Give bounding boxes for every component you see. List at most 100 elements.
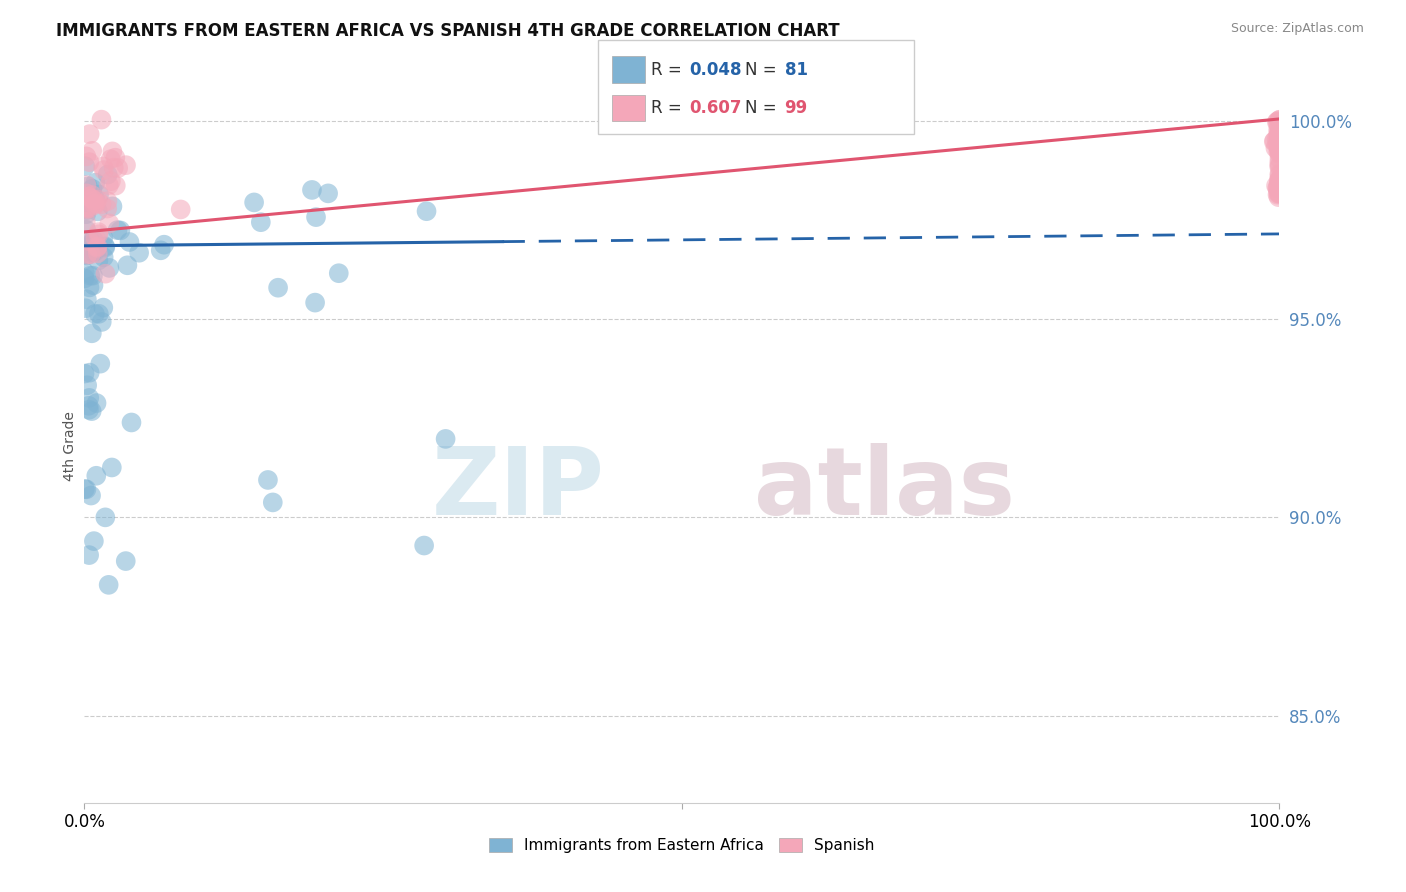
Point [87,227,110,242]
Text: N =: N = [745,99,782,117]
Point [94,239,117,253]
Point [87,204,110,219]
Point [1268,128,1291,143]
Point [75,149,97,163]
Point [1267,118,1289,132]
Point [84,307,107,321]
Text: 0.607: 0.607 [689,99,741,117]
Point [77,189,100,203]
Point [73,367,96,381]
Point [75,483,97,497]
Point [101,145,124,159]
Point [87,225,110,239]
Point [1268,136,1291,150]
Point [1267,181,1289,195]
Point [86,241,108,255]
Point [97,578,120,592]
Point [100,174,122,188]
Point [1268,169,1291,183]
Point [84,176,107,190]
Point [94,240,117,254]
Point [75,186,97,201]
Point [94,267,117,281]
Point [93,163,115,178]
Point [75,178,97,193]
Point [1268,186,1291,201]
Point [1267,129,1289,144]
Point [1268,178,1291,192]
Point [250,215,273,229]
Point [1265,132,1288,146]
Point [77,391,100,405]
Text: Source: ZipAtlas.com: Source: ZipAtlas.com [1230,22,1364,36]
Point [1268,172,1291,186]
Point [415,204,437,219]
Point [75,247,97,261]
Text: N =: N = [745,61,782,78]
Point [79,366,101,380]
Point [82,188,104,202]
Point [82,245,104,260]
Point [1268,180,1291,194]
Point [80,326,103,341]
Point [82,268,104,283]
Point [91,301,114,315]
Point [1268,138,1291,153]
Point [73,266,96,280]
Point [87,253,110,268]
Point [1267,190,1289,204]
Point [1268,156,1291,170]
Point [84,231,107,245]
Point [257,473,280,487]
Point [153,237,176,252]
Point [267,281,290,295]
Point [1265,137,1288,152]
Text: 81: 81 [785,61,807,78]
Point [243,195,266,210]
Point [100,152,122,166]
Point [304,295,326,310]
Point [1268,135,1291,149]
Point [1268,112,1291,127]
Point [76,248,98,262]
Point [90,197,112,211]
Point [73,482,96,496]
Point [83,198,105,212]
Point [86,193,108,207]
Point [77,399,100,413]
Point [87,307,110,321]
Point [94,510,117,524]
Point [1267,127,1289,141]
Point [93,250,115,264]
Point [90,112,112,127]
Point [73,245,96,260]
Point [84,244,107,258]
Point [77,234,100,248]
Point [80,404,103,418]
Point [114,554,136,568]
Point [316,186,339,201]
Point [79,127,101,141]
Point [1268,134,1291,148]
Point [1268,179,1291,194]
Point [1268,125,1291,139]
Point [1268,186,1291,200]
Point [1268,142,1291,156]
Point [79,280,101,294]
Point [82,182,104,196]
Point [1267,145,1289,159]
Point [1268,174,1291,188]
Point [1268,143,1291,157]
Text: R =: R = [651,99,688,117]
Text: 99: 99 [785,99,808,117]
Point [97,178,120,193]
Point [91,230,114,244]
Point [1268,142,1291,156]
Point [84,468,107,483]
Point [103,161,125,175]
Point [76,378,98,392]
Point [73,271,96,285]
Point [128,245,150,260]
Point [80,191,103,205]
Point [75,159,97,173]
